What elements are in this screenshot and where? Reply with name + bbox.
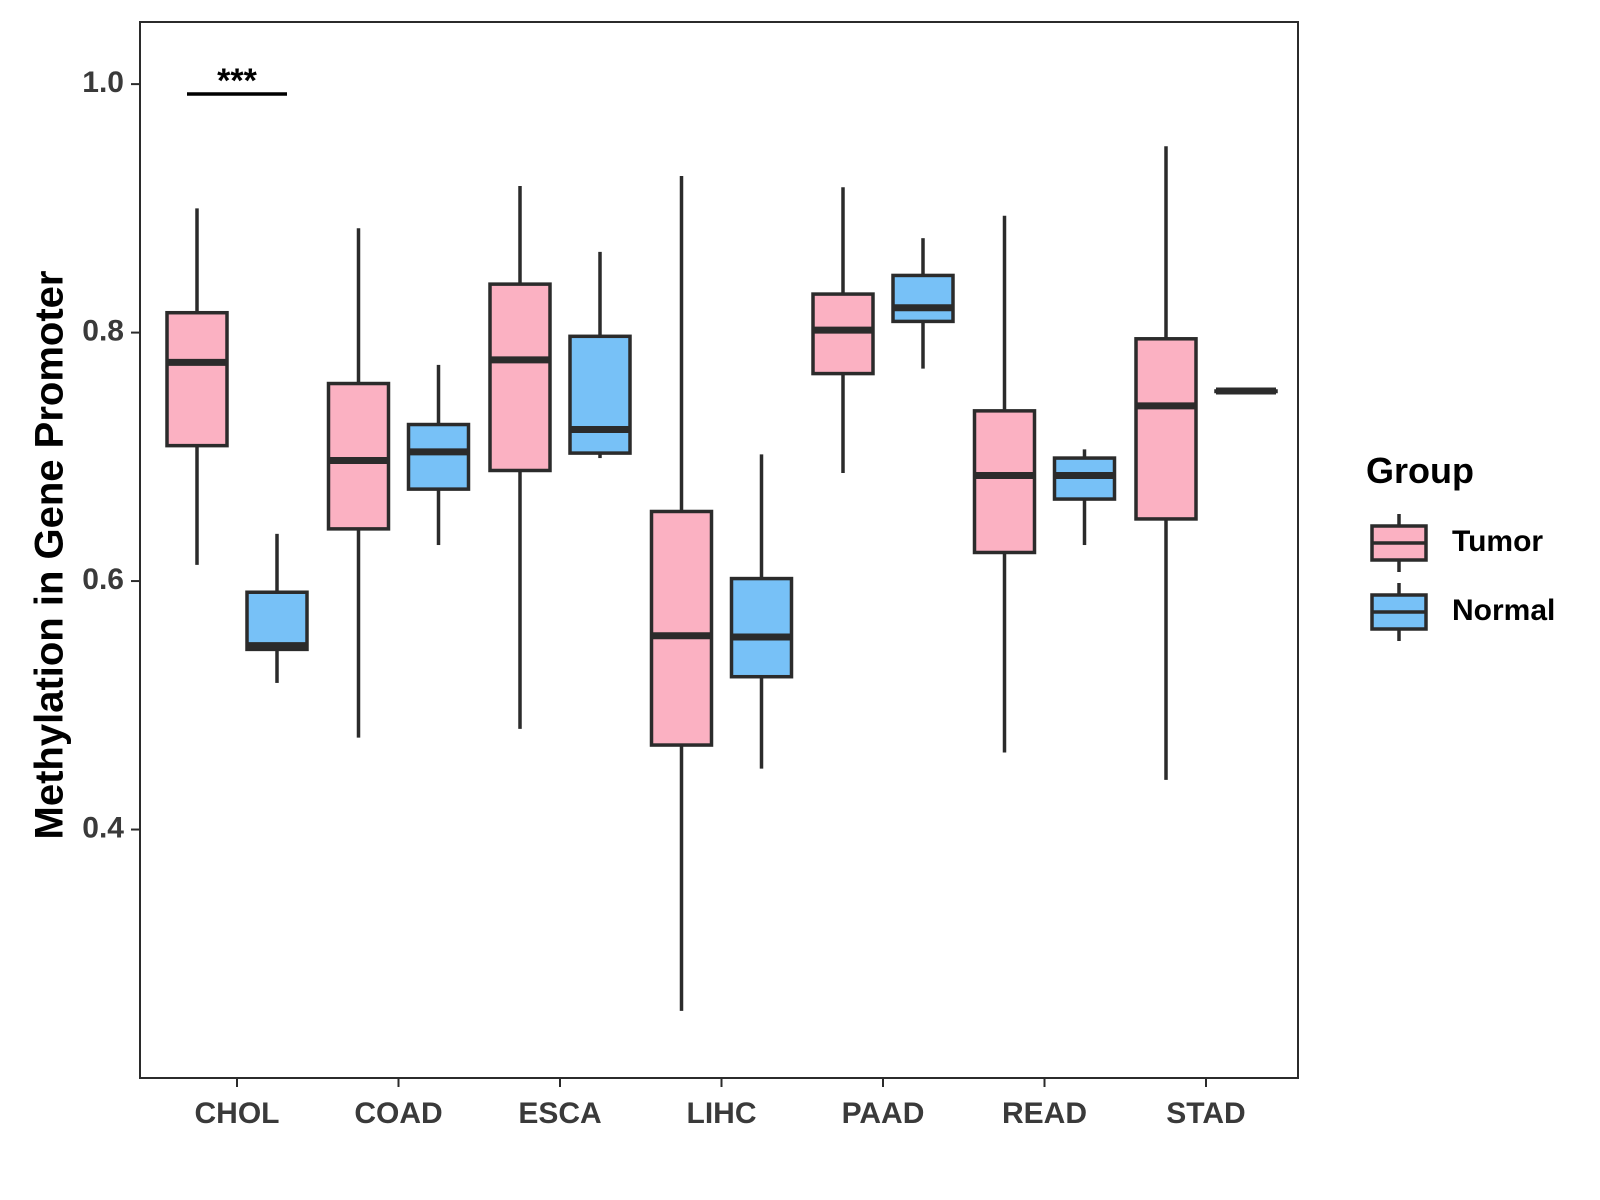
x-tick-label: LIHC xyxy=(687,1097,757,1130)
x-tick-label: PAAD xyxy=(842,1097,925,1130)
box-body xyxy=(165,310,229,448)
y-tick-label: 0.6 xyxy=(82,563,124,596)
y-tick-label: 0.4 xyxy=(82,811,124,844)
x-tick-label: READ xyxy=(1002,1097,1087,1130)
box-normal-coad xyxy=(406,364,471,546)
box-layer xyxy=(165,146,1278,1011)
box-body xyxy=(568,334,632,455)
y-tick-label: 1.0 xyxy=(82,66,124,99)
legend-title: Group xyxy=(1366,450,1474,491)
significance-label: *** xyxy=(217,62,257,100)
box-tumor-esca xyxy=(488,185,552,729)
box-body xyxy=(1134,337,1198,521)
box-normal-paad xyxy=(891,238,955,369)
legend-label: Normal xyxy=(1452,594,1555,627)
box-body xyxy=(891,273,955,324)
box-body xyxy=(972,409,1037,555)
box-body xyxy=(729,576,794,679)
plot-panel xyxy=(139,21,1299,1079)
y-tick-label: 0.8 xyxy=(82,315,124,348)
box-body xyxy=(245,590,309,652)
x-tick-label: ESCA xyxy=(518,1097,601,1130)
box-tumor-chol xyxy=(165,208,229,565)
y-axis-title: Methylation in Gene Promoter xyxy=(28,271,72,840)
box-body xyxy=(649,509,714,747)
box-normal-chol xyxy=(245,533,309,683)
box-tumor-paad xyxy=(811,187,875,473)
legend: Group Tumor Normal xyxy=(1366,450,1555,641)
x-tick-label: CHOL xyxy=(195,1097,280,1130)
box-body xyxy=(326,381,391,531)
box-normal-read xyxy=(1052,449,1117,546)
y-axis: 0.4 0.6 0.8 1.0 xyxy=(82,66,140,844)
legend-label: Tumor xyxy=(1452,525,1543,558)
box-tumor-stad xyxy=(1134,146,1198,780)
box-normal-esca xyxy=(568,251,632,459)
box-body xyxy=(406,422,471,491)
x-tick-label: COAD xyxy=(354,1097,442,1130)
box-tumor-read xyxy=(972,215,1037,753)
box-body xyxy=(488,282,552,473)
x-axis: CHOL COAD ESCA LIHC PAAD READ STAD xyxy=(195,1078,1246,1130)
legend-item-tumor: Tumor xyxy=(1370,514,1543,572)
box-normal-lihc xyxy=(729,454,794,769)
box-tumor-lihc xyxy=(649,176,714,1011)
annotation-layer: *** xyxy=(187,62,287,100)
box-normal-stad xyxy=(1214,387,1278,395)
box-body xyxy=(811,292,875,376)
legend-item-normal: Normal xyxy=(1370,583,1555,641)
x-tick-label: STAD xyxy=(1166,1097,1245,1130)
box-tumor-coad xyxy=(326,228,391,738)
